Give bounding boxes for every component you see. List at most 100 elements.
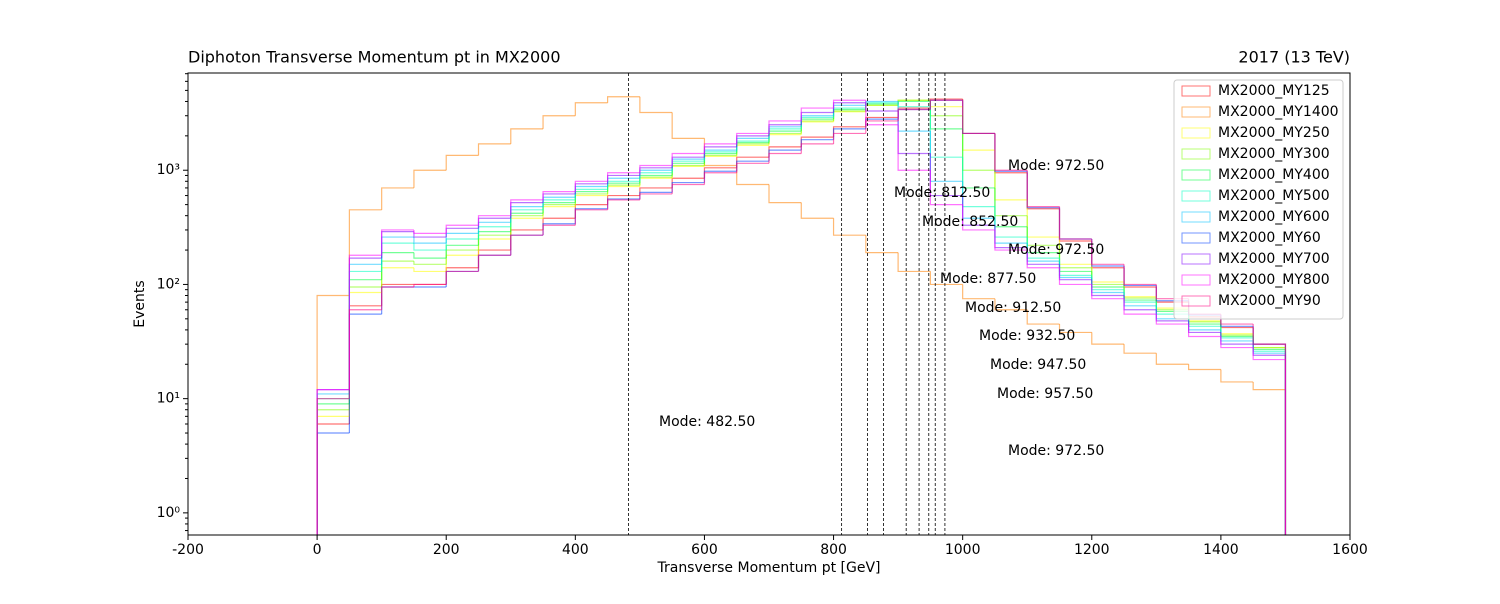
x-tick-label: 1200 [1074, 542, 1110, 558]
histogram-step [1123, 264, 1157, 286]
histogram-step [671, 165, 705, 179]
histogram-step [671, 152, 705, 166]
series [316, 99, 1287, 535]
histogram-step [962, 100, 995, 135]
histogram-step [348, 291, 382, 417]
histogram-step [800, 202, 834, 219]
histogram-step [1091, 284, 1125, 300]
histogram-step [381, 236, 414, 265]
histogram-step [510, 234, 544, 256]
histogram-step [768, 130, 802, 143]
histogram-step [1220, 369, 1254, 383]
histogram-step [962, 99, 995, 135]
histogram-step [510, 128, 544, 144]
chart-subtitle: 2017 (13 TeV) [1238, 48, 1350, 67]
histogram-step [929, 170, 963, 206]
series [316, 100, 1287, 535]
histogram-step [381, 231, 414, 259]
histogram-step [413, 267, 447, 273]
histogram-step [1091, 332, 1125, 345]
histogram-step [768, 152, 802, 164]
histogram-step [445, 227, 479, 238]
histogram-step [445, 224, 479, 234]
annotation: Mode: 482.50 [659, 414, 755, 430]
histogram-step [768, 184, 802, 204]
histogram-step [994, 298, 1028, 311]
series [316, 99, 1287, 535]
annotation: Mode: 947.50 [990, 357, 1086, 373]
histogram-step [1188, 324, 1221, 338]
histogram-step [445, 238, 479, 251]
histogram-step [413, 169, 447, 188]
histogram-step [962, 128, 995, 189]
legend-box [1173, 79, 1344, 320]
histogram-step [1252, 326, 1287, 535]
histogram-step [639, 164, 673, 173]
legend-swatch [1181, 295, 1211, 307]
histogram-step [413, 261, 447, 265]
histogram-step [832, 110, 866, 121]
histogram-step [574, 102, 608, 116]
histogram-step [1058, 267, 1092, 286]
histogram-step [542, 115, 576, 129]
histogram-step [1123, 344, 1157, 354]
histogram-step [1252, 327, 1287, 535]
histogram-step [607, 199, 640, 210]
histogram-step [800, 143, 834, 154]
histogram-step [800, 121, 834, 135]
histogram-step [542, 190, 576, 200]
histogram-step [477, 143, 511, 156]
histogram-step [832, 128, 866, 140]
histogram-step [1058, 258, 1092, 276]
histogram-step [639, 193, 673, 200]
x-axis-label: Transverse Momentum pt [GeV] [656, 560, 880, 576]
histogram-step [477, 254, 511, 272]
histogram-step [800, 107, 834, 121]
histogram-step [381, 252, 414, 280]
histogram-step [477, 249, 511, 268]
y-tick-label: 10² [157, 276, 180, 292]
legend-swatch [1181, 106, 1211, 118]
histogram-step [316, 423, 350, 535]
series [316, 99, 1287, 535]
histogram-step [1252, 335, 1287, 535]
x-tick-label: 1600 [1332, 542, 1368, 558]
histogram-step [1026, 215, 1060, 246]
histogram-step [574, 208, 608, 224]
histogram-step [445, 244, 479, 259]
histogram-step [736, 162, 769, 173]
legend-swatch [1181, 232, 1211, 244]
histogram-step [736, 165, 769, 186]
histogram-step [768, 146, 802, 158]
histogram-step [1252, 381, 1287, 535]
legend-swatch [1181, 169, 1211, 181]
plot-frame [187, 72, 1351, 536]
histogram-step [671, 183, 705, 194]
histogram-step [413, 229, 447, 234]
histogram-step [381, 260, 414, 287]
histogram-step [477, 234, 511, 251]
histogram-step [574, 190, 608, 203]
histogram-step [962, 204, 995, 231]
histogram-step [542, 193, 576, 203]
legend-swatch [1181, 211, 1211, 223]
histogram-step [897, 252, 931, 273]
legend-swatch [1181, 274, 1211, 286]
histogram-step [574, 188, 608, 200]
histogram-step [1058, 324, 1092, 334]
histogram-step [348, 257, 382, 390]
histogram-step [1123, 266, 1157, 287]
histogram-step [1026, 199, 1060, 238]
histogram-step [1155, 353, 1189, 365]
histogram-step [381, 187, 414, 210]
histogram-step [510, 229, 544, 251]
histogram-step [703, 143, 737, 154]
histogram-step [832, 99, 866, 109]
histogram-step [316, 432, 350, 535]
chart-title: Diphoton Transverse Momentum pt in MX200… [188, 48, 561, 67]
histogram-step [703, 172, 737, 185]
y-axis-label: Events [132, 280, 148, 327]
histogram-step [736, 160, 769, 172]
histogram-step [962, 100, 995, 135]
histogram-step [445, 254, 479, 272]
